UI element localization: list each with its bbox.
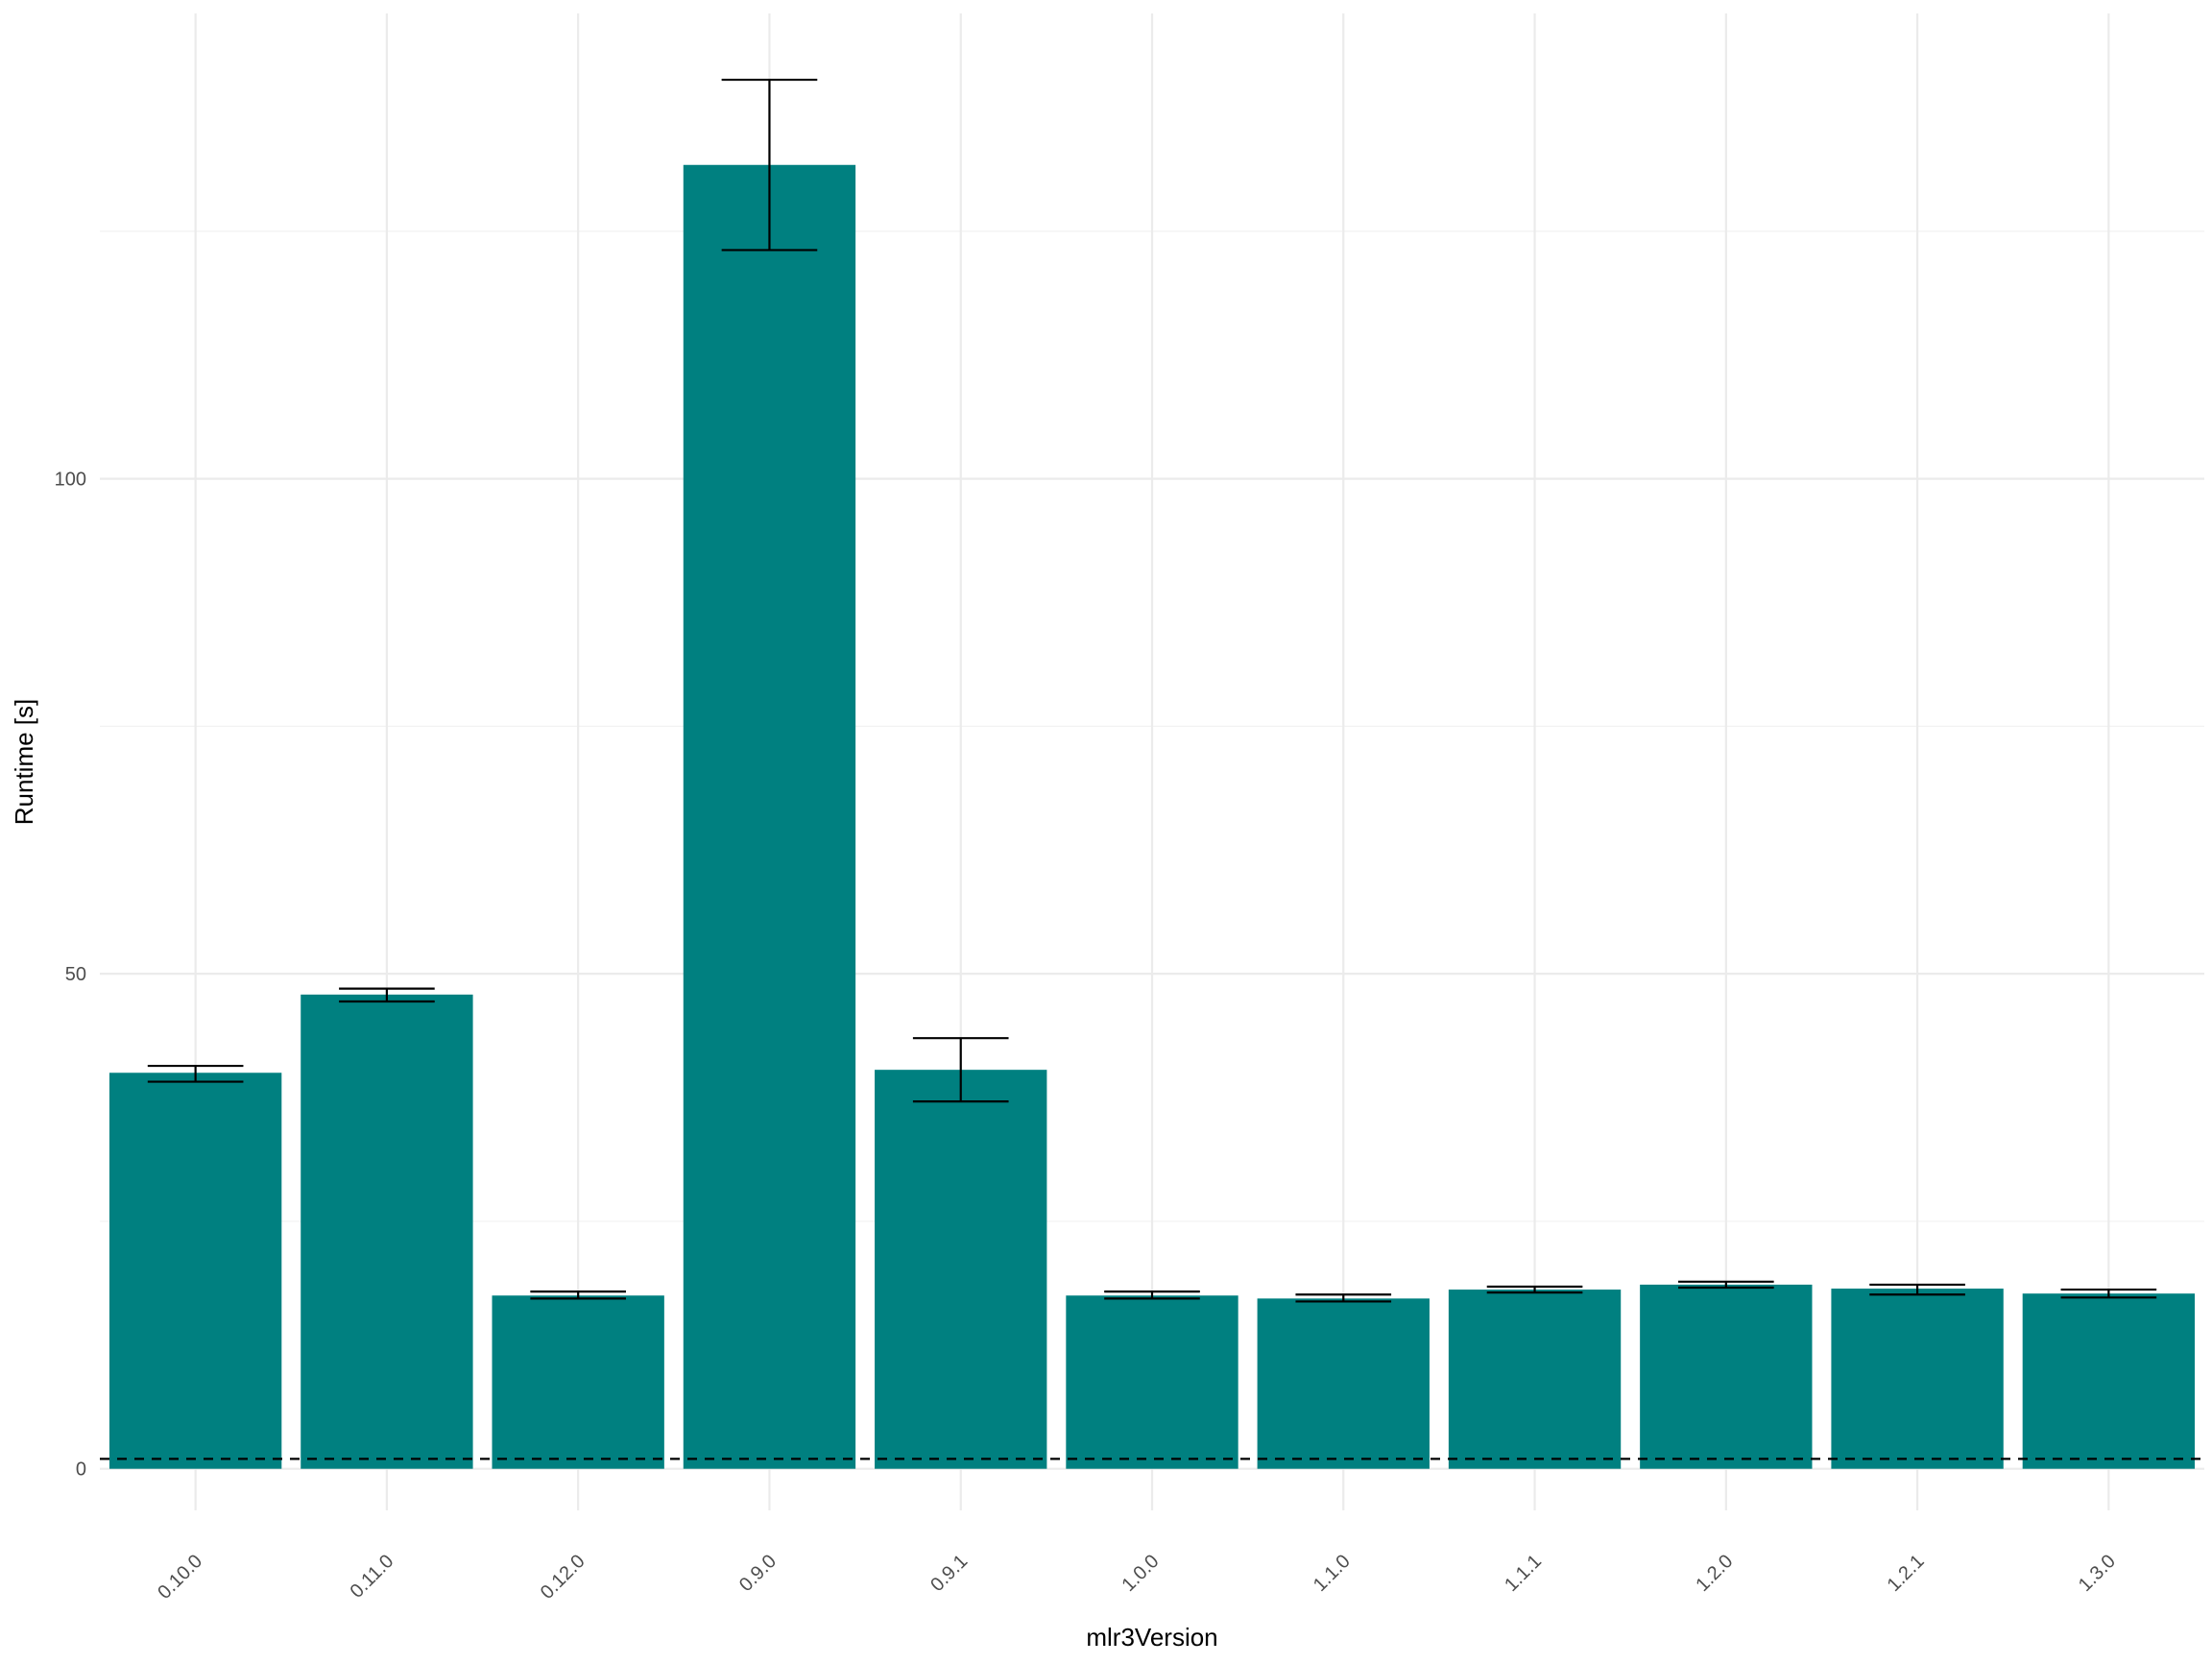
x-tick-label: 1.1.1	[1501, 1551, 1546, 1596]
y-tick-label: 50	[65, 964, 86, 985]
x-tick-label: 0.9.0	[735, 1551, 781, 1596]
grid-layer	[100, 13, 2204, 1510]
error-bar	[147, 1064, 244, 1083]
error-bar	[912, 1037, 1009, 1103]
bar	[1640, 1284, 1813, 1469]
error-bar	[721, 78, 818, 252]
bar	[1257, 1298, 1430, 1469]
x-tick-label: 1.3.0	[2075, 1551, 2120, 1596]
y-tick-label: 100	[55, 470, 86, 491]
x-axis-title: mlr3Version	[1086, 1623, 1217, 1652]
bar	[683, 164, 856, 1469]
error-bar	[1295, 1293, 1392, 1303]
bar	[2022, 1293, 2196, 1469]
x-tick-label: 1.1.0	[1310, 1551, 1355, 1596]
bar	[108, 1073, 282, 1469]
bar-layer	[108, 164, 2196, 1469]
bar	[1831, 1289, 2004, 1469]
x-tick-label: 1.2.0	[1692, 1551, 1737, 1596]
x-tick-label: 1.0.0	[1118, 1551, 1164, 1596]
error-bar-layer	[147, 78, 2157, 1303]
error-bar	[339, 987, 435, 1003]
x-tick-label: 0.11.0	[347, 1551, 398, 1603]
bar	[875, 1070, 1047, 1469]
x-tick-label: 0.12.0	[537, 1551, 589, 1604]
bar	[301, 994, 473, 1469]
y-tick-label: 0	[76, 1459, 86, 1481]
x-tick-label: 1.2.1	[1884, 1551, 1929, 1596]
error-bar	[1678, 1280, 1774, 1290]
x-tick-label: 0.9.1	[926, 1551, 972, 1596]
error-bar	[1869, 1283, 1965, 1296]
bar	[1448, 1290, 1622, 1469]
bar	[1066, 1295, 1238, 1469]
error-bar	[1486, 1285, 1583, 1294]
x-tick-label: 0.10.0	[154, 1551, 206, 1604]
y-axis-title: Runtime [s]	[10, 699, 38, 826]
bar	[492, 1295, 664, 1469]
error-bar	[1104, 1290, 1200, 1300]
error-bar	[530, 1290, 626, 1300]
error-bar	[2060, 1288, 2157, 1299]
